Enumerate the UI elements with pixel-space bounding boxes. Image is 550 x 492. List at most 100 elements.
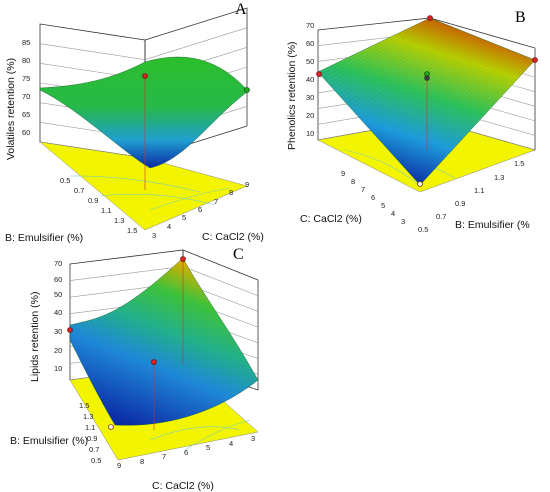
surface-mesh-line (356, 33, 470, 115)
panel-a-y-tick: 0.7 (74, 186, 84, 195)
panel-a-z-tick: 60 (22, 128, 30, 137)
surface-mesh-line (404, 53, 520, 169)
surface-mesh-line (330, 23, 444, 87)
panel-b-y-tick: 6 (371, 193, 375, 202)
panel-c-y-tick: 0.9 (87, 434, 97, 443)
panel-c-z-ticks: 10 20 30 40 50 60 70 (54, 259, 62, 373)
surface-mesh-line (371, 39, 486, 132)
panel-a-y-label: B: Emulsifier (%) (5, 232, 83, 244)
surface-mesh-line (376, 42, 491, 138)
panel-a-x-tick: 7 (214, 197, 218, 206)
surface-mesh-line (386, 46, 501, 149)
panel-c-y-tick: 1.1 (85, 423, 95, 432)
panel-c-x-tick: 6 (184, 448, 188, 457)
panel-b-x-tick: 0.5 (418, 225, 428, 234)
panel-b: B Phenolics retention (%) 10 20 30 40 50… (286, 9, 538, 234)
panel-c-y-tick: 0.5 (91, 456, 101, 465)
panel-b-x-tick: 1.3 (494, 173, 504, 182)
panel-a-x-tick: 8 (229, 188, 233, 197)
panel-a-z-ticks: 60 65 70 75 80 85 (22, 38, 30, 137)
panel-b-z-label: Phenolics retention (%) (286, 41, 298, 150)
panel-c-design-point (151, 359, 157, 365)
panel-c-design-point (180, 256, 186, 262)
panel-a-design-point (142, 73, 148, 79)
panel-c-x-tick: 8 (140, 457, 144, 466)
panel-b-z-tick: 60 (306, 39, 314, 48)
panel-a-floor (39, 141, 248, 231)
panel-a-letter: A (235, 1, 247, 18)
surface-mesh-line (391, 48, 507, 155)
surface-mesh-line (358, 34, 473, 118)
panel-c-x-tick: 5 (206, 443, 210, 452)
surface-mesh-line (361, 35, 475, 121)
panel-b-z-tick: 70 (306, 21, 314, 30)
surface-mesh-line (366, 37, 480, 126)
panel-c-y-tick: 1.3 (83, 412, 93, 421)
surface-mesh-line (412, 56, 528, 177)
surface-mesh-line (335, 25, 449, 92)
panel-c-x-ticks: 9 8 7 6 5 4 3 (117, 434, 255, 470)
surface-mesh-line (384, 45, 499, 146)
surface-mesh-line (389, 47, 504, 152)
panel-c-z-tick: 70 (54, 259, 62, 268)
surface-mesh-line (402, 52, 517, 166)
panel-c-x-label: C: CaCl2 (%) (152, 480, 214, 492)
panel-b-y-tick: 7 (361, 185, 365, 194)
panel-a-x-ticks: 3 4 5 6 7 8 9 (152, 180, 249, 240)
surface-mesh-line (409, 55, 525, 174)
panel-a-x-tick: 5 (182, 213, 186, 222)
panel-b-y-tick: 5 (381, 201, 385, 210)
surface-mesh-line (351, 31, 465, 109)
panel-b-x-label: B: Emulsifier (% (455, 219, 530, 231)
panel-a-z-label: Volatiles retention (%) (5, 58, 17, 160)
surface-mesh-line (320, 18, 433, 75)
panel-a-y-tick: 1.3 (114, 216, 124, 225)
panel-b-x-tick: 0.7 (436, 212, 446, 221)
surface-mesh-line (368, 38, 483, 129)
panel-b-z-tick: 40 (306, 75, 314, 84)
grid-line (39, 27, 248, 60)
panel-c-design-point (108, 424, 114, 430)
panel-c-x-tick: 3 (251, 434, 255, 443)
surface-mesh-line (399, 51, 515, 163)
panel-b-design-point (316, 71, 322, 77)
panel-c-z-tick: 50 (54, 290, 62, 299)
surface-mesh-line (323, 19, 436, 78)
panel-b-z-ticks: 10 20 30 40 50 60 70 (306, 21, 314, 138)
panel-c-y-label: B: Emulsifier (%) (10, 435, 88, 447)
panel-b-z-tick: 50 (306, 57, 314, 66)
panel-a-z-tick: 85 (22, 38, 30, 47)
panel-c-z-tick: 20 (54, 346, 62, 355)
panel-c-x-tick: 9 (117, 461, 121, 470)
panel-b-letter: B (515, 9, 526, 26)
panel-b-x-ticks: 0.5 0.7 0.9 1.1 1.3 1.5 (418, 159, 524, 234)
panel-b-y-tick: 9 (341, 169, 345, 178)
panel-b-z-tick: 30 (306, 93, 314, 102)
panel-a-y-tick: 0.9 (88, 196, 98, 205)
panel-c-letter: C (233, 246, 244, 263)
surface-mesh-line (328, 22, 441, 84)
panel-a-y-tick: 0.5 (60, 176, 70, 185)
surface-mesh-line (394, 49, 509, 157)
panel-b-x-tick: 1.1 (474, 186, 484, 195)
surface-mesh-line (407, 54, 522, 171)
surface-mesh-line (325, 21, 438, 81)
panel-c-x-tick: 4 (229, 439, 233, 448)
surface-mesh-line (338, 26, 452, 95)
panel-c-z-tick: 30 (54, 327, 62, 336)
panel-a-y-tick: 1.5 (127, 226, 137, 235)
panel-b-z-tick: 10 (306, 129, 314, 138)
panel-c-y-ticks: 0.5 0.7 0.9 1.1 1.3 1.5 (79, 401, 101, 465)
panel-b-design-point (417, 181, 423, 187)
panel-c-z-tick: 40 (54, 308, 62, 317)
panel-a-z-tick: 75 (22, 74, 30, 83)
surface-mesh-line (345, 29, 459, 104)
panel-b-y-tick: 4 (391, 209, 395, 218)
panel-a-z-tick: 70 (22, 92, 30, 101)
surface-mesh-line (363, 36, 478, 123)
panel-b-x-tick: 1.5 (514, 159, 524, 168)
surface-mesh-line (417, 58, 533, 183)
panel-c-y-tick: 1.5 (79, 401, 89, 410)
surface-mesh-line (396, 50, 512, 160)
panel-a-y-tick: 1.1 (101, 206, 111, 215)
